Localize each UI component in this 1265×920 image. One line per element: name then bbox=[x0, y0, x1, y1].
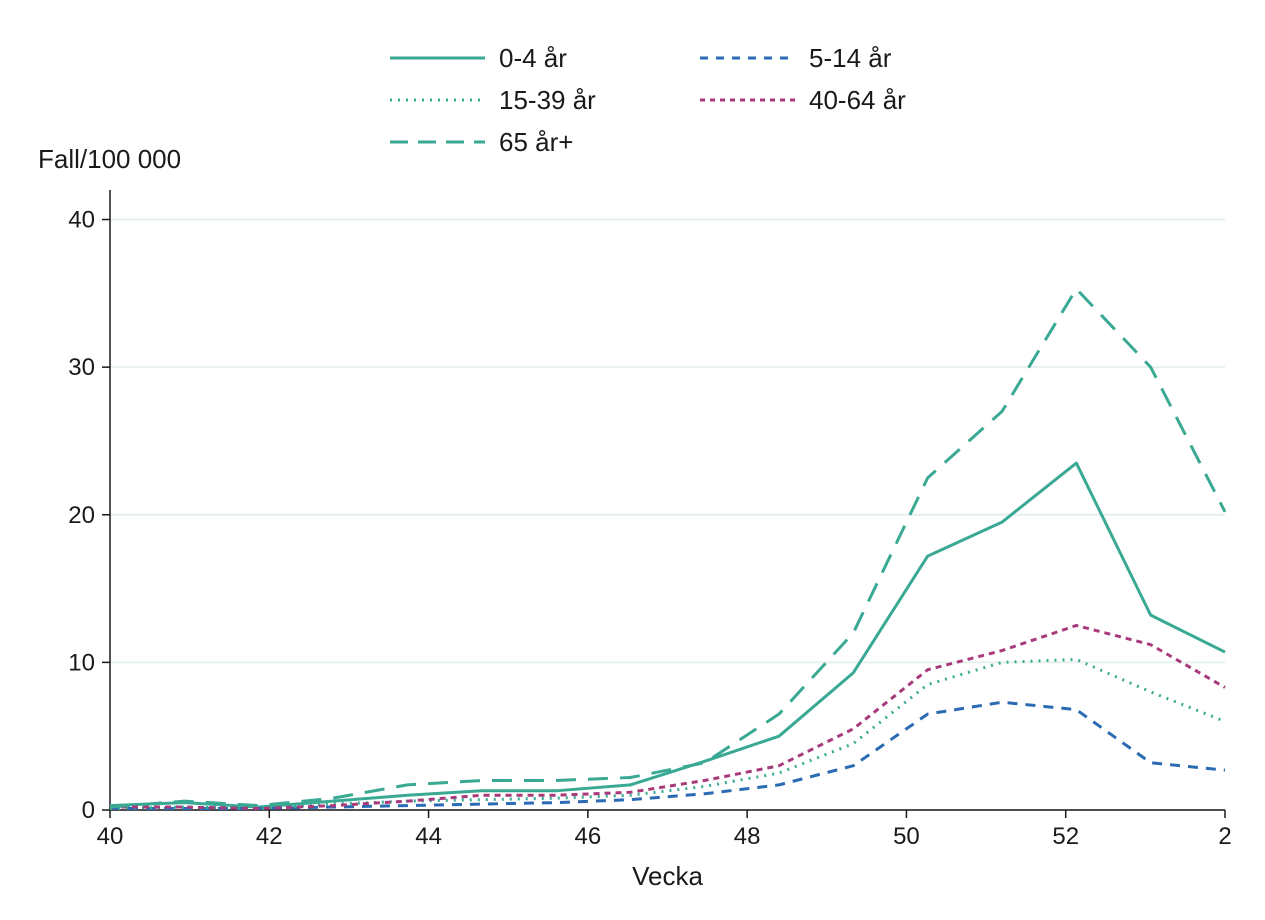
legend-label: 5-14 år bbox=[809, 43, 892, 73]
x-tick-label: 52 bbox=[1052, 823, 1079, 850]
chart-container: 0 10 20 30 40 Fall/100 000 40 42 44 46 48 50 52 2 Veck… bbox=[0, 0, 1265, 920]
x-tick-label: 46 bbox=[575, 823, 602, 850]
legend-label: 40-64 år bbox=[809, 85, 906, 115]
x-tick-label: 44 bbox=[415, 823, 442, 850]
y-tick-label: 10 bbox=[68, 649, 95, 676]
x-tick-label: 50 bbox=[893, 823, 920, 850]
y-tick-label: 0 bbox=[82, 797, 95, 824]
y-tick-label: 30 bbox=[68, 354, 95, 381]
x-tick-label: 2 bbox=[1218, 823, 1231, 850]
legend-label: 65 år+ bbox=[499, 127, 573, 157]
y-axis-title: Fall/100 000 bbox=[38, 144, 181, 174]
line-chart: 0 10 20 30 40 Fall/100 000 40 42 44 46 48 50 52 2 Veck… bbox=[0, 0, 1265, 920]
x-axis-title: Vecka bbox=[632, 861, 703, 891]
legend-label: 15-39 år bbox=[499, 85, 596, 115]
y-tick-label: 20 bbox=[68, 502, 95, 529]
y-tick-label: 40 bbox=[68, 207, 95, 234]
legend-label: 0-4 år bbox=[499, 43, 567, 73]
x-tick-label: 42 bbox=[256, 823, 283, 850]
x-tick-label: 48 bbox=[734, 823, 761, 850]
x-tick-label: 40 bbox=[97, 823, 124, 850]
